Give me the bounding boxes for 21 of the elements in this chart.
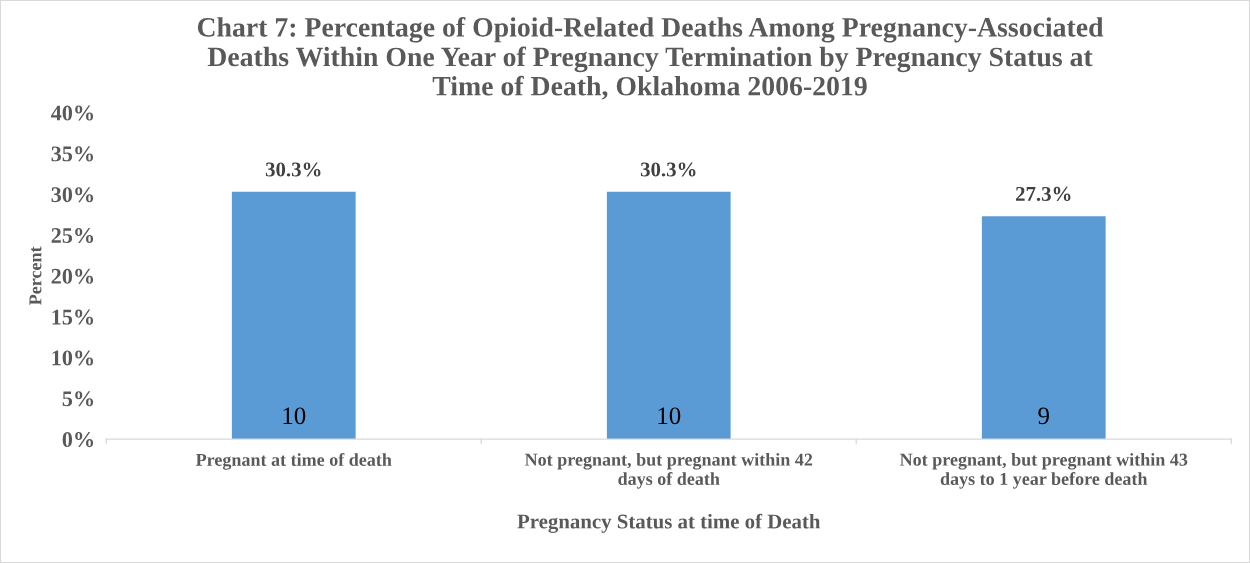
y-tick-label: 10% — [52, 350, 94, 366]
y-tick-label: 0% — [62, 432, 94, 448]
annotation: 10 — [658, 407, 681, 425]
x-axis-title: Pregnancy Status at time of Death — [517, 513, 821, 533]
data-label: 30.3% — [265, 162, 321, 177]
annotation: 9 — [1038, 407, 1049, 425]
y-tick-label: 25% — [51, 227, 94, 244]
annotation: 10 — [283, 407, 306, 425]
y-tick-label: 15% — [52, 309, 94, 325]
y-tick-label: 35% — [51, 146, 94, 162]
data-label: 30.3% — [640, 162, 696, 177]
x-tick-label: Not pregnant, but pregnant within 42 days of death — [524, 453, 813, 489]
x-tick-label: Not pregnant, but pregnant within 43 days to 1 year before death — [899, 453, 1188, 489]
y-tick-label: 30% — [51, 187, 94, 203]
data-label: 27.3% — [1015, 186, 1071, 202]
chart-title: Chart 7: Percentage of Opioid-Related Deaths Among Pregnancy-Associated Deaths Within One Year of Pregnancy Termination by Pregnancy Status at Time of Death, Oklahoma 2006-2019 — [197, 16, 1104, 100]
x-tick-label: Pregnant at time of death — [195, 453, 392, 470]
y-tick-label: 20% — [51, 268, 94, 284]
y-tick-label: 5% — [62, 391, 94, 407]
y-tick-label: 40% — [51, 105, 94, 121]
y-axis-title: Percent — [29, 246, 42, 305]
